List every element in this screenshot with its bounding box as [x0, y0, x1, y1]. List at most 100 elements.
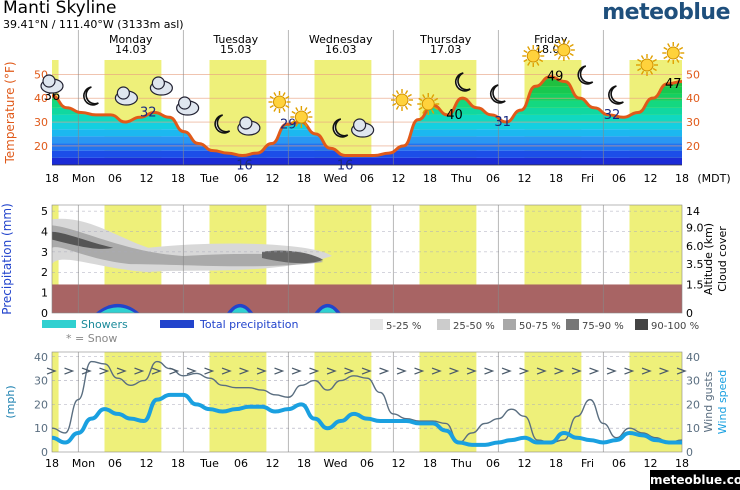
- wind-direction-arrow: [186, 367, 197, 375]
- precip-ytick-left: 1: [41, 287, 48, 300]
- x-tick-label: 06: [486, 457, 500, 470]
- temp-data-label: 16: [337, 158, 354, 173]
- footer-brand[interactable]: meteoblue.com: [650, 470, 740, 490]
- x-tick-label: 18: [171, 172, 185, 185]
- legend-cloud-label: 90-100 %: [651, 321, 699, 332]
- temp-data-label: 32: [604, 108, 621, 123]
- cloud-icon: [114, 86, 138, 106]
- x-tick-label: 18: [423, 172, 437, 185]
- precip-ytick-left: 4: [41, 225, 48, 238]
- x-tick-label: 12: [140, 457, 154, 470]
- moon-icon: [83, 86, 99, 106]
- timezone-label: (MDT): [697, 172, 730, 185]
- moon-icon: [577, 65, 594, 85]
- legend-total-swatch: [160, 320, 194, 328]
- x-tick-label: 18: [45, 172, 59, 185]
- wind-ytick-left: 0: [41, 446, 48, 459]
- wind-gust-line: [51, 360, 683, 444]
- moon-icon: [490, 84, 506, 104]
- x-tick-label: Wed: [324, 172, 348, 185]
- altitude-ytick-right: 0: [686, 307, 693, 320]
- wind-direction-arrow: [204, 367, 215, 375]
- wind-speed-ylabel: Wind speed: [716, 370, 729, 434]
- legend-cloud-swatch: [503, 319, 516, 330]
- x-tick-label: 12: [518, 172, 532, 185]
- wind-direction-arrow: [221, 367, 232, 375]
- x-tick-label: Thu: [450, 172, 472, 185]
- cloud-cover-area: [52, 225, 324, 267]
- wind-direction-arrow: [396, 367, 407, 375]
- x-tick-label: Fri: [581, 172, 594, 185]
- brand-logo[interactable]: meteoblue: [602, 0, 730, 25]
- temp-data-label: 29: [280, 117, 297, 132]
- day-header-name: Tuesday: [212, 33, 258, 46]
- wind-ytick-left: 30: [34, 375, 48, 388]
- cloud-icon: [176, 96, 200, 116]
- location-coords: 39.41°N / 111.40°W (3133m asl): [3, 18, 184, 31]
- wind-day-band: [419, 352, 477, 452]
- wind-direction-arrow: [361, 367, 372, 375]
- sun-icon: [522, 45, 545, 67]
- wind-ytick-left: 20: [34, 398, 48, 411]
- sun-icon: [636, 54, 658, 76]
- wind-direction-arrow: [606, 367, 617, 375]
- precip-band: [52, 284, 682, 313]
- x-tick-label: 06: [612, 172, 626, 185]
- wind-direction-arrow: [414, 367, 425, 375]
- temp-data-label: 49: [547, 70, 564, 85]
- wind-direction-arrow: [431, 367, 442, 375]
- wind-direction-arrow: [99, 367, 110, 375]
- precip-ytick-left: 3: [41, 246, 48, 259]
- legend-cloud-swatch: [437, 319, 450, 330]
- x-tick-label: 12: [266, 172, 280, 185]
- x-tick-label: Fri: [581, 457, 594, 470]
- day-header-name: Wednesday: [309, 33, 373, 46]
- day-header-name: Monday: [109, 33, 153, 46]
- wind-direction-arrow: [676, 367, 687, 375]
- altitude-ytick-right: 14: [686, 205, 700, 218]
- x-tick-label: 18: [675, 457, 689, 470]
- precip-ytick-left: 0: [41, 307, 48, 320]
- day-header-date: 15.03: [220, 43, 252, 56]
- cloud-icon: [40, 74, 64, 94]
- wind-day-band: [52, 352, 59, 452]
- wind-direction-arrow: [134, 367, 145, 375]
- wind-direction-arrow: [466, 367, 477, 375]
- wind-direction-arrow: [624, 367, 635, 375]
- x-tick-label: 06: [360, 457, 374, 470]
- wind-speed-line: [51, 392, 682, 447]
- x-tick-label: 06: [234, 172, 248, 185]
- wind-direction-arrow: [344, 367, 355, 375]
- altitude-ytick-right: 3.5: [686, 258, 704, 271]
- precip-ytick-left: 2: [41, 266, 48, 279]
- wind-ytick-right: 40: [686, 351, 700, 364]
- legend-cloud-swatch: [635, 319, 648, 330]
- wind-direction-arrow: [116, 367, 127, 375]
- altitude-ytick-right: 6.0: [686, 240, 704, 253]
- temp-ytick-left: 30: [34, 116, 48, 129]
- x-tick-label: Tue: [199, 172, 219, 185]
- temp-ytick-left: 20: [34, 140, 48, 153]
- wind-direction-arrow: [274, 367, 285, 375]
- sun-icon: [662, 42, 685, 64]
- page-title: Manti Skyline: [3, 0, 117, 18]
- x-tick-label: 06: [108, 457, 122, 470]
- x-tick-label: 06: [360, 172, 374, 185]
- legend-showers-label: Showers: [81, 318, 128, 331]
- x-tick-label: 18: [297, 457, 311, 470]
- precipitation-panel: 0 1 2 3 4 5 0 1.5 3.5 6.0 9.0 14 Precipitation (mm) A…: [0, 203, 729, 345]
- sun-icon: [552, 39, 575, 61]
- wind-direction-arrow: [501, 367, 512, 375]
- x-tick-label: 18: [549, 172, 563, 185]
- x-tick-label: 12: [644, 172, 658, 185]
- x-tick-label: 18: [675, 172, 689, 185]
- legend-total-label: Total precipitation: [199, 318, 299, 331]
- wind-direction-arrow: [449, 367, 460, 375]
- temp-data-label: 31: [494, 115, 511, 130]
- x-tick-label: Mon: [72, 172, 95, 185]
- wind-direction-arrow: [536, 367, 547, 375]
- x-tick-label: 18: [549, 457, 563, 470]
- sun-icon: [417, 93, 440, 115]
